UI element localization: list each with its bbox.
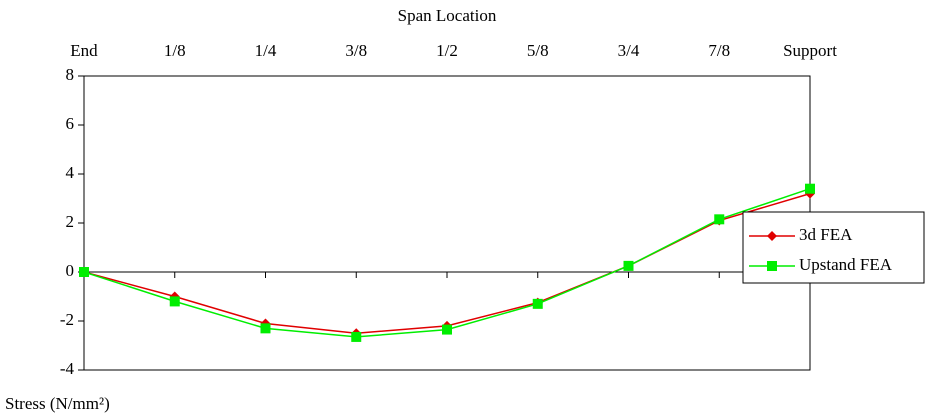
x-tick-label: 3/4 <box>618 41 640 60</box>
x-tick-label: 1/4 <box>255 41 277 60</box>
x-tick-label: End <box>70 41 98 60</box>
series-line <box>83 192 811 335</box>
x-tick-label: Support <box>783 41 837 60</box>
marker <box>805 183 815 194</box>
series-line <box>83 187 811 338</box>
marker <box>532 298 543 309</box>
y-tick-label: 2 <box>66 212 75 231</box>
marker <box>169 296 180 307</box>
x-tick-label: 1/2 <box>436 41 458 60</box>
x-axis-title: Span Location <box>398 6 497 25</box>
marker <box>767 231 777 241</box>
x-tick-label: 5/8 <box>527 41 549 60</box>
marker <box>442 324 452 335</box>
legend-label: 3d FEA <box>799 225 853 244</box>
marker <box>79 267 89 277</box>
y-tick-label: -2 <box>60 310 74 329</box>
marker <box>260 323 271 334</box>
marker <box>623 260 634 271</box>
y-tick-label: 6 <box>66 114 75 133</box>
marker <box>714 214 725 225</box>
y-tick-label: 0 <box>66 261 75 280</box>
legend-box <box>742 211 925 284</box>
y-tick-label: 4 <box>66 163 75 182</box>
y-axis-title: Stress (N/mm²) <box>5 394 110 413</box>
marker <box>351 331 362 342</box>
x-tick-label: 7/8 <box>708 41 730 60</box>
x-tick-label: 1/8 <box>164 41 186 60</box>
legend-label: Upstand FEA <box>799 255 893 274</box>
x-tick-label: 3/8 <box>345 41 367 60</box>
y-tick-label: -4 <box>60 359 75 378</box>
marker <box>767 261 777 271</box>
y-tick-label: 8 <box>66 65 75 84</box>
